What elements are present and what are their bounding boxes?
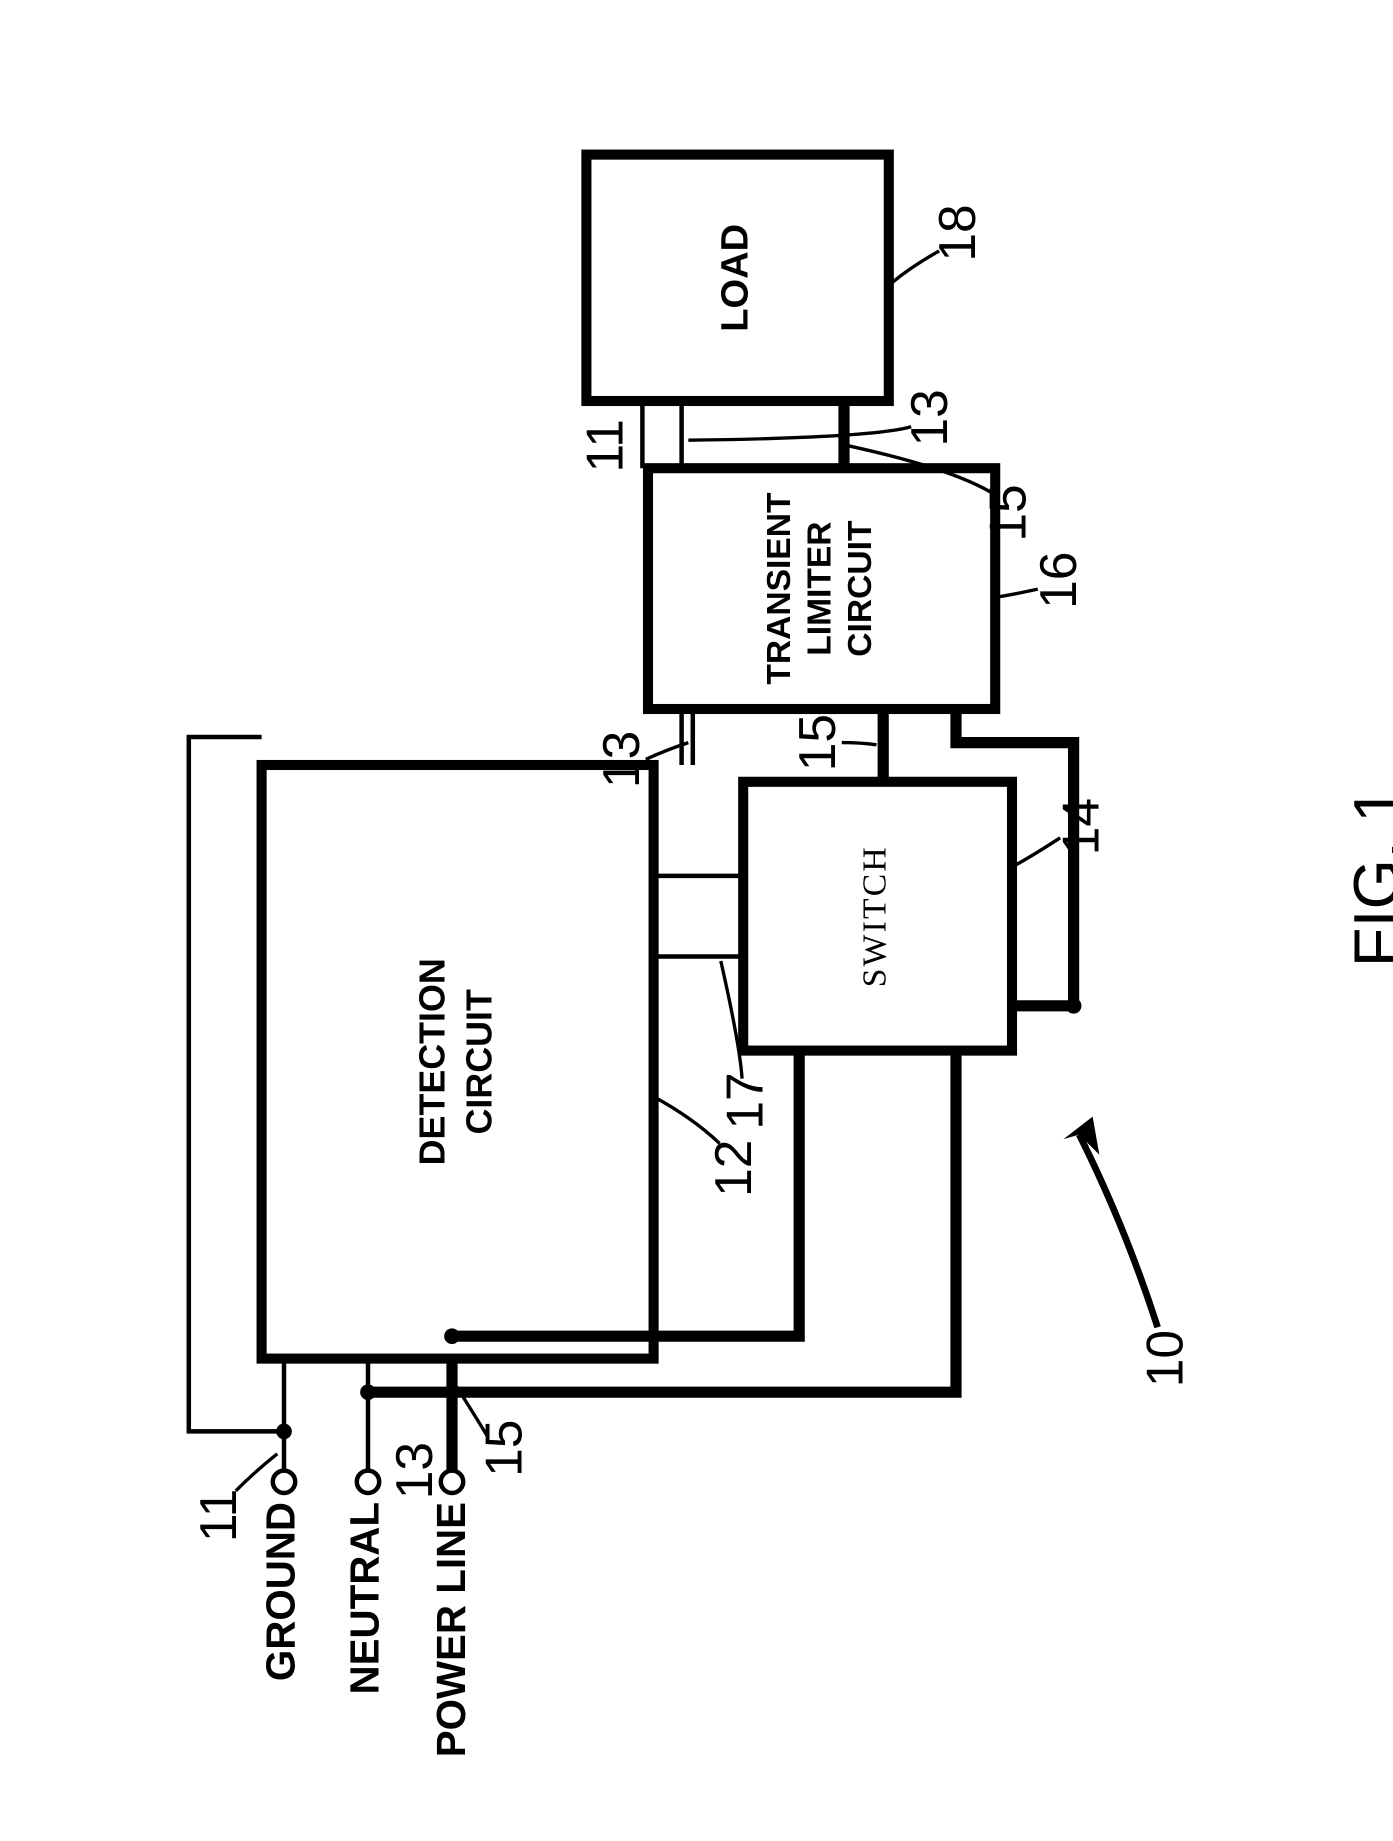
detection-label-2: CIRCUIT <box>460 989 500 1134</box>
ref-10: 10 <box>1135 1330 1193 1387</box>
load-label: LOAD <box>715 224 757 332</box>
leader-15m <box>842 743 877 745</box>
ref-13-mid: 13 <box>592 731 650 788</box>
ref-11-out: 11 <box>575 419 633 472</box>
arrowhead <box>1064 1117 1100 1155</box>
ref-17: 17 <box>715 1072 773 1129</box>
ref-11-in: 11 <box>189 1489 247 1542</box>
block-diagram: DETECTIONCIRCUITSWITCHTRANSIENTLIMITERCI… <box>0 0 1393 1841</box>
ref-14: 14 <box>1051 798 1109 855</box>
powerline-label: POWER LINE <box>428 1502 474 1757</box>
detection-box <box>262 765 654 1359</box>
limiter-label-3: CIRCUIT <box>842 520 879 657</box>
neutral-label: NEUTRAL <box>342 1502 388 1695</box>
detection-label-1: DETECTION <box>413 958 453 1165</box>
ref-13-out: 13 <box>900 389 958 446</box>
leader-18 <box>891 251 939 283</box>
diagram-group: DETECTIONCIRCUITSWITCHTRANSIENTLIMITERCI… <box>189 155 1393 1758</box>
ground-top-wire <box>189 737 284 1431</box>
ref-12: 12 <box>704 1140 762 1197</box>
limiter-label-2: LIMITER <box>801 521 838 655</box>
ref-16: 16 <box>1029 552 1087 609</box>
leader-13o <box>688 427 911 440</box>
ground-label: GROUND <box>258 1502 304 1681</box>
swoosh-10 <box>1079 1135 1157 1328</box>
ref-13-in: 13 <box>385 1442 443 1499</box>
limiter-label-1: TRANSIENT <box>761 492 798 685</box>
ref-15-mid: 15 <box>788 714 846 771</box>
leader-12 <box>651 1095 719 1143</box>
switch-label: SWITCH <box>856 845 893 987</box>
ref-15-out: 15 <box>979 484 1037 541</box>
figure-caption: FIG. 1 <box>1340 787 1393 967</box>
